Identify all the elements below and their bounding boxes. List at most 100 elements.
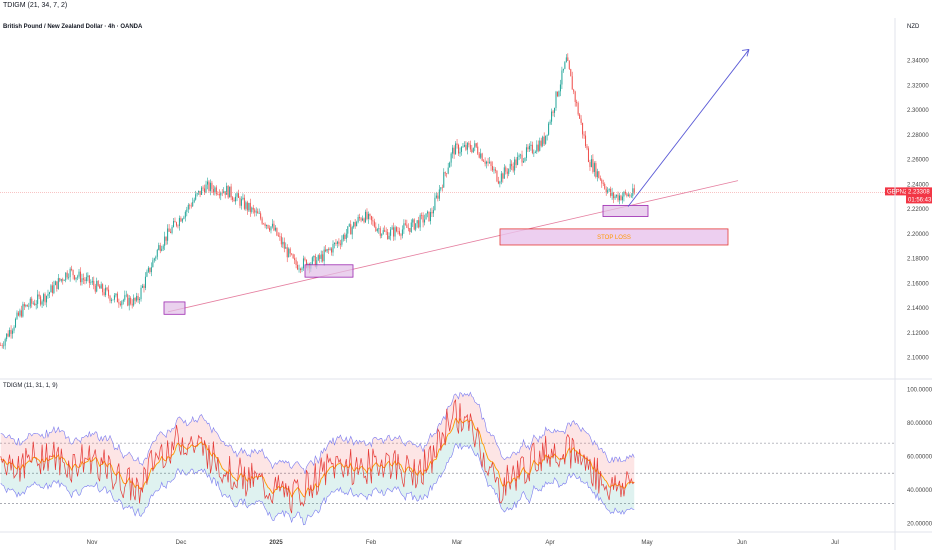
candle-body [263,223,265,225]
candle-body [305,259,307,268]
candle-body [630,195,632,197]
candle-body [379,228,381,236]
candle-body [494,169,496,171]
candle-body [568,60,570,70]
candle-body [530,144,532,146]
candle-body [624,191,626,194]
candle-body [531,144,533,153]
candle-body [490,161,492,167]
candle-body [351,227,353,235]
candle-body [469,144,471,150]
price-tag-price: 2.23308 [908,189,930,195]
candle-body [264,223,266,226]
candle-body [552,111,554,113]
candle-body [366,211,368,220]
time-axis-label: Mar [452,540,462,546]
candle-body [465,145,467,150]
candle-body [515,159,517,165]
candle-body [249,202,251,212]
candle-body [144,276,146,288]
candle-body [248,202,250,211]
candle-body [589,162,591,167]
candle-body [140,287,142,300]
candle-body [282,241,284,245]
candle-body [497,181,499,184]
candle-body [3,345,5,347]
candle-body [455,143,457,155]
projection-arrow [627,49,750,207]
indicator-top-label: TDIGM (21, 34, 7, 2) [3,2,68,9]
candle-body [491,166,494,171]
candle-body [478,153,480,158]
osc-tick-label: 100.00000 [907,388,932,394]
candle-body [413,219,415,230]
candle-body [373,221,375,227]
price-tag-countdown: 01:56:43 [908,197,932,203]
candle-body [60,279,62,281]
candle-body [149,267,151,273]
candle-body [91,280,93,283]
candle-body [224,191,226,195]
candle-body [211,182,213,190]
candle-body [294,258,296,261]
candle-body [378,228,380,230]
candle-body [332,244,334,253]
candle-body [113,295,115,300]
price-tick-label: 2.20000 [907,232,929,238]
candle-body [130,297,132,304]
candle-body [388,235,390,240]
candle-body [376,229,378,231]
candle-body [69,268,71,278]
candle-body [175,222,177,226]
candle-body [189,204,191,206]
candle-body [177,225,179,227]
candle-body [400,234,402,236]
candle-body [226,185,228,195]
support-box-nov [163,301,186,315]
candle-body [385,231,387,233]
projection-arrow-head [741,48,750,57]
candle-body [165,236,167,241]
candle-body [267,224,269,229]
candle-body [629,194,631,197]
candle-body [527,147,529,150]
candle-body [322,254,324,262]
candle-body [554,107,556,113]
time-axis-label: Apr [545,540,554,546]
oscillator-title: TDIGM (11, 31, 1, 9) [3,383,58,389]
candle-body [459,151,461,154]
candle-body [37,294,39,304]
candle-body [85,277,87,281]
candle-body [214,187,216,193]
candle-body [212,189,214,193]
candle-body [499,181,501,184]
candle-body [341,239,343,245]
candle-body [397,231,399,232]
candle-body [239,197,241,206]
candle-body [605,188,607,193]
candle-body [171,226,173,233]
candle-body [128,297,130,306]
candle-body [537,144,539,151]
candle-body [363,218,365,223]
candle-body [415,223,417,230]
candle-body [477,146,479,154]
candle-body [270,226,272,231]
candle-body [549,121,551,124]
candle-body [475,143,477,147]
candle-body [489,161,491,163]
candle-body [199,190,201,195]
candle-body [604,183,606,189]
candle-body [562,68,564,71]
candle-body [139,299,141,301]
candle-body [34,303,36,306]
candle-body [285,247,287,249]
candle-body [271,223,273,227]
candle-body [147,267,149,272]
candle-body [582,122,584,135]
candle-body [401,229,403,236]
candle-body [381,233,383,236]
candle-body [232,197,234,200]
candle-body [127,294,129,306]
